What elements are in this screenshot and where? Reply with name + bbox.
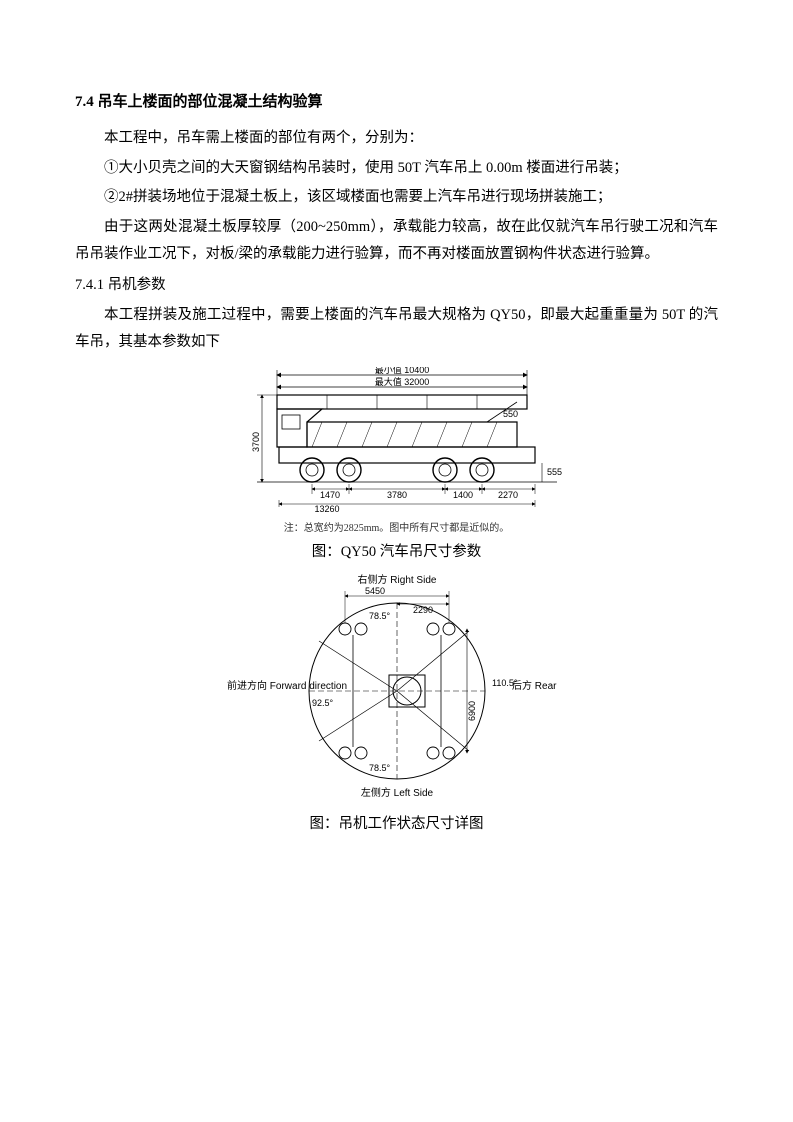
dim-max: 最大值 32000 bbox=[374, 376, 429, 387]
dim-min: 最小值 10400 bbox=[374, 367, 429, 375]
label-fwd-cn: 前进方向 bbox=[227, 679, 267, 692]
paragraph-params: 本工程拼装及施工过程中，需要上楼面的汽车吊最大规格为 QY50，即最大起重重量为… bbox=[75, 302, 718, 357]
label-right: 右侧方 Right Side bbox=[357, 573, 436, 586]
label-left: 左侧方 Left Side bbox=[360, 786, 433, 799]
angle-right: 110.5° bbox=[492, 678, 518, 688]
dim-d1: 1470 bbox=[319, 490, 339, 500]
figure-outrigger-plan: 右侧方 Right Side 左侧方 Left Side 前进方向 Forwar… bbox=[75, 571, 718, 806]
section-heading: 7.4 吊车上楼面的部位混凝土结构验算 bbox=[75, 90, 718, 111]
figure-caption-2: 图：吊机工作状态尺寸详图 bbox=[75, 812, 718, 833]
paragraph-conclusion: 由于这两处混凝土板厚较厚（200~250mm），承载能力较高，故在此仅就汽车吊行… bbox=[75, 214, 718, 269]
dim-d3: 1400 bbox=[452, 490, 472, 500]
figure-note: 注：总宽约为2825mm。图中所有尺寸都是近似的。 bbox=[75, 519, 718, 534]
dim-6900: 6900 bbox=[467, 701, 477, 721]
dim-height: 3700 bbox=[251, 432, 261, 452]
angle-top: 78.5° bbox=[369, 611, 391, 621]
dim-total: 13260 bbox=[314, 504, 339, 512]
figure-caption-1: 图：QY50 汽车吊尺寸参数 bbox=[75, 540, 718, 561]
dim-angle: 550 bbox=[503, 409, 518, 419]
svg-text:后方 Rear: 后方 Rear bbox=[512, 679, 557, 692]
svg-text:前进方向 Forward direction: 前进方向 Forward direction bbox=[227, 679, 347, 692]
dim-2290: 2290 bbox=[412, 605, 432, 615]
dim-d2: 3780 bbox=[386, 490, 406, 500]
subsection-heading: 7.4.1 吊机参数 bbox=[75, 273, 718, 294]
paragraph-intro: 本工程中，吊车需上楼面的部位有两个，分别为： bbox=[75, 125, 718, 153]
angle-left: 92.5° bbox=[312, 698, 334, 708]
label-rear-en: Rear bbox=[534, 681, 556, 692]
paragraph-item-2: ②2#拼装场地位于混凝土板上，该区域楼面也需要上汽车吊进行现场拼装施工； bbox=[75, 184, 718, 212]
crane-side-svg: 最小值 10400 最大值 32000 550 bbox=[207, 367, 587, 512]
dim-5450: 5450 bbox=[364, 586, 384, 596]
dim-d4: 2270 bbox=[497, 490, 517, 500]
figure-crane-side: 最小值 10400 最大值 32000 550 bbox=[75, 367, 718, 534]
angle-bottom: 78.5° bbox=[369, 763, 391, 773]
outrigger-svg: 右侧方 Right Side 左侧方 Left Side 前进方向 Forwar… bbox=[217, 571, 577, 801]
label-fwd-en: Forward direction bbox=[269, 681, 346, 692]
paragraph-item-1: ①大小贝壳之间的大天窗钢结构吊装时，使用 50T 汽车吊上 0.00m 楼面进行… bbox=[75, 155, 718, 183]
dim-ground: 555 bbox=[547, 467, 562, 477]
